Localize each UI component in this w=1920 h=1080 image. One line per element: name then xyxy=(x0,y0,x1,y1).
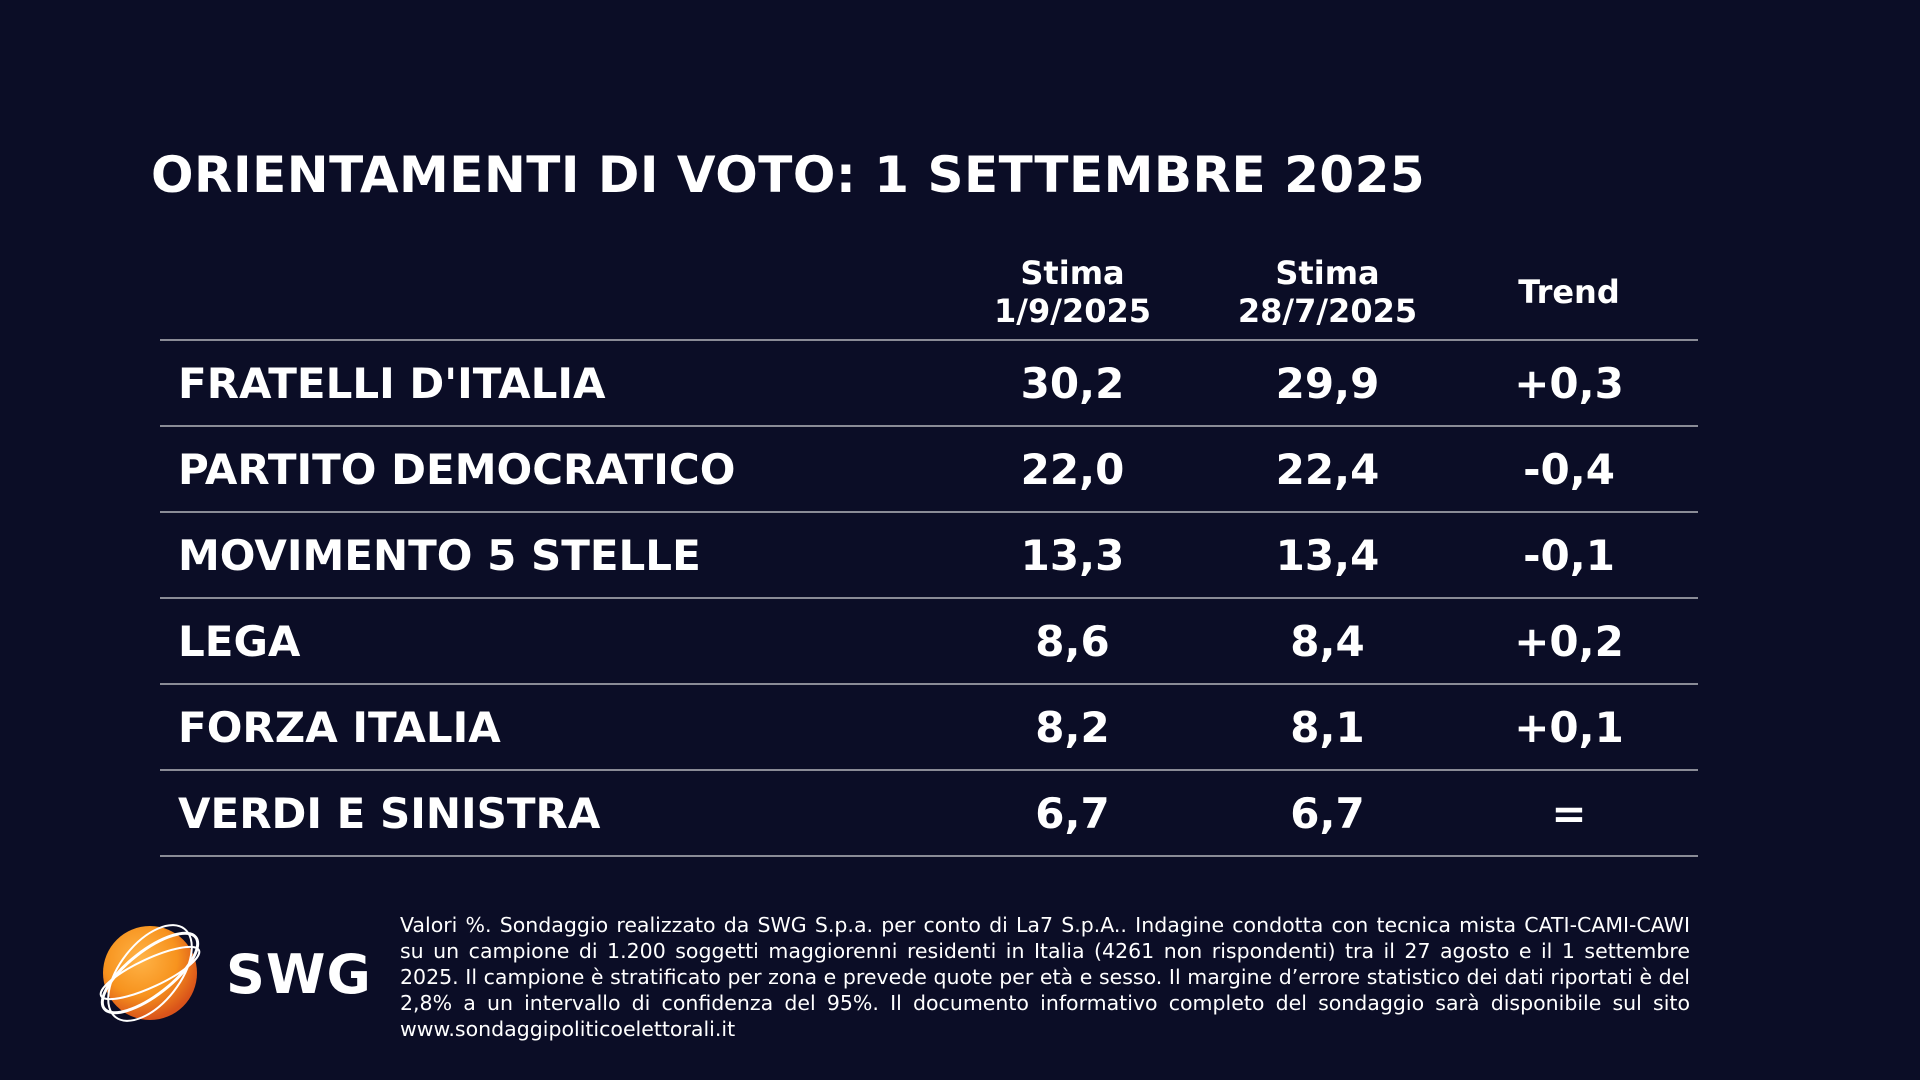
stima-previous-value: 8,4 xyxy=(1215,598,1440,685)
header-stima-current-line2: 1/9/2025 xyxy=(994,292,1151,330)
header-stima-current-line1: Stima xyxy=(1020,254,1125,292)
header-stima-previous-line2: 28/7/2025 xyxy=(1237,292,1418,330)
header-stima-previous-line1: Stima xyxy=(1275,254,1380,292)
logo-ring xyxy=(100,931,200,1015)
table-row: MOVIMENTO 5 STELLE 13,3 13,4 -0,1 xyxy=(160,512,1698,599)
trend-value: -0,1 xyxy=(1440,512,1698,599)
table-row: FORZA ITALIA 8,2 8,1 +0,1 xyxy=(160,684,1698,771)
party-name: PARTITO DEMOCRATICO xyxy=(160,426,930,513)
stima-current-value: 8,6 xyxy=(930,598,1215,685)
party-name: MOVIMENTO 5 STELLE xyxy=(160,512,930,599)
header-party xyxy=(160,245,930,341)
stima-current-value: 30,2 xyxy=(930,340,1215,427)
trend-value: +0,1 xyxy=(1440,684,1698,771)
party-name: LEGA xyxy=(160,598,930,685)
party-name: FORZA ITALIA xyxy=(160,684,930,771)
stima-previous-value: 8,1 xyxy=(1215,684,1440,771)
party-name: FRATELLI D'ITALIA xyxy=(160,340,930,427)
header-stima-current: Stima 1/9/2025 xyxy=(930,245,1215,341)
table-row: LEGA 8,6 8,4 +0,2 xyxy=(160,598,1698,685)
table-row: VERDI E SINISTRA 6,7 6,7 = xyxy=(160,770,1698,857)
trend-value: -0,4 xyxy=(1440,426,1698,513)
stima-current-value: 8,2 xyxy=(930,684,1215,771)
trend-value: +0,3 xyxy=(1440,340,1698,427)
logo-text: SWG xyxy=(226,943,372,1006)
trend-value: +0,2 xyxy=(1440,598,1698,685)
header-stima-previous: Stima 28/7/2025 xyxy=(1215,245,1440,341)
table-row: FRATELLI D'ITALIA 30,2 29,9 +0,3 xyxy=(160,340,1698,427)
stima-previous-value: 13,4 xyxy=(1215,512,1440,599)
stima-previous-value: 6,7 xyxy=(1215,770,1440,857)
stima-current-value: 6,7 xyxy=(930,770,1215,857)
stima-current-value: 22,0 xyxy=(930,426,1215,513)
logo-ring xyxy=(99,945,201,1001)
poll-table: Stima 1/9/2025 Stima 28/7/2025 Trend FRA… xyxy=(160,245,1698,857)
header-trend: Trend xyxy=(1440,245,1698,341)
table-header-row: Stima 1/9/2025 Stima 28/7/2025 Trend xyxy=(160,245,1698,341)
methodology-footnote: Valori %. Sondaggio realizzato da SWG S.… xyxy=(400,913,1690,1041)
globe-logo-icon xyxy=(99,924,201,1022)
table-row: PARTITO DEMOCRATICO 22,0 22,4 -0,4 xyxy=(160,426,1698,513)
logo-ring xyxy=(107,924,193,1022)
stima-previous-value: 22,4 xyxy=(1215,426,1440,513)
stima-previous-value: 29,9 xyxy=(1215,340,1440,427)
trend-value: = xyxy=(1440,770,1698,857)
party-name: VERDI E SINISTRA xyxy=(160,770,930,857)
header-trend-label: Trend xyxy=(1518,273,1620,311)
stima-current-value: 13,3 xyxy=(930,512,1215,599)
chart-title: ORIENTAMENTI DI VOTO: 1 SETTEMBRE 2025 xyxy=(151,146,1426,204)
